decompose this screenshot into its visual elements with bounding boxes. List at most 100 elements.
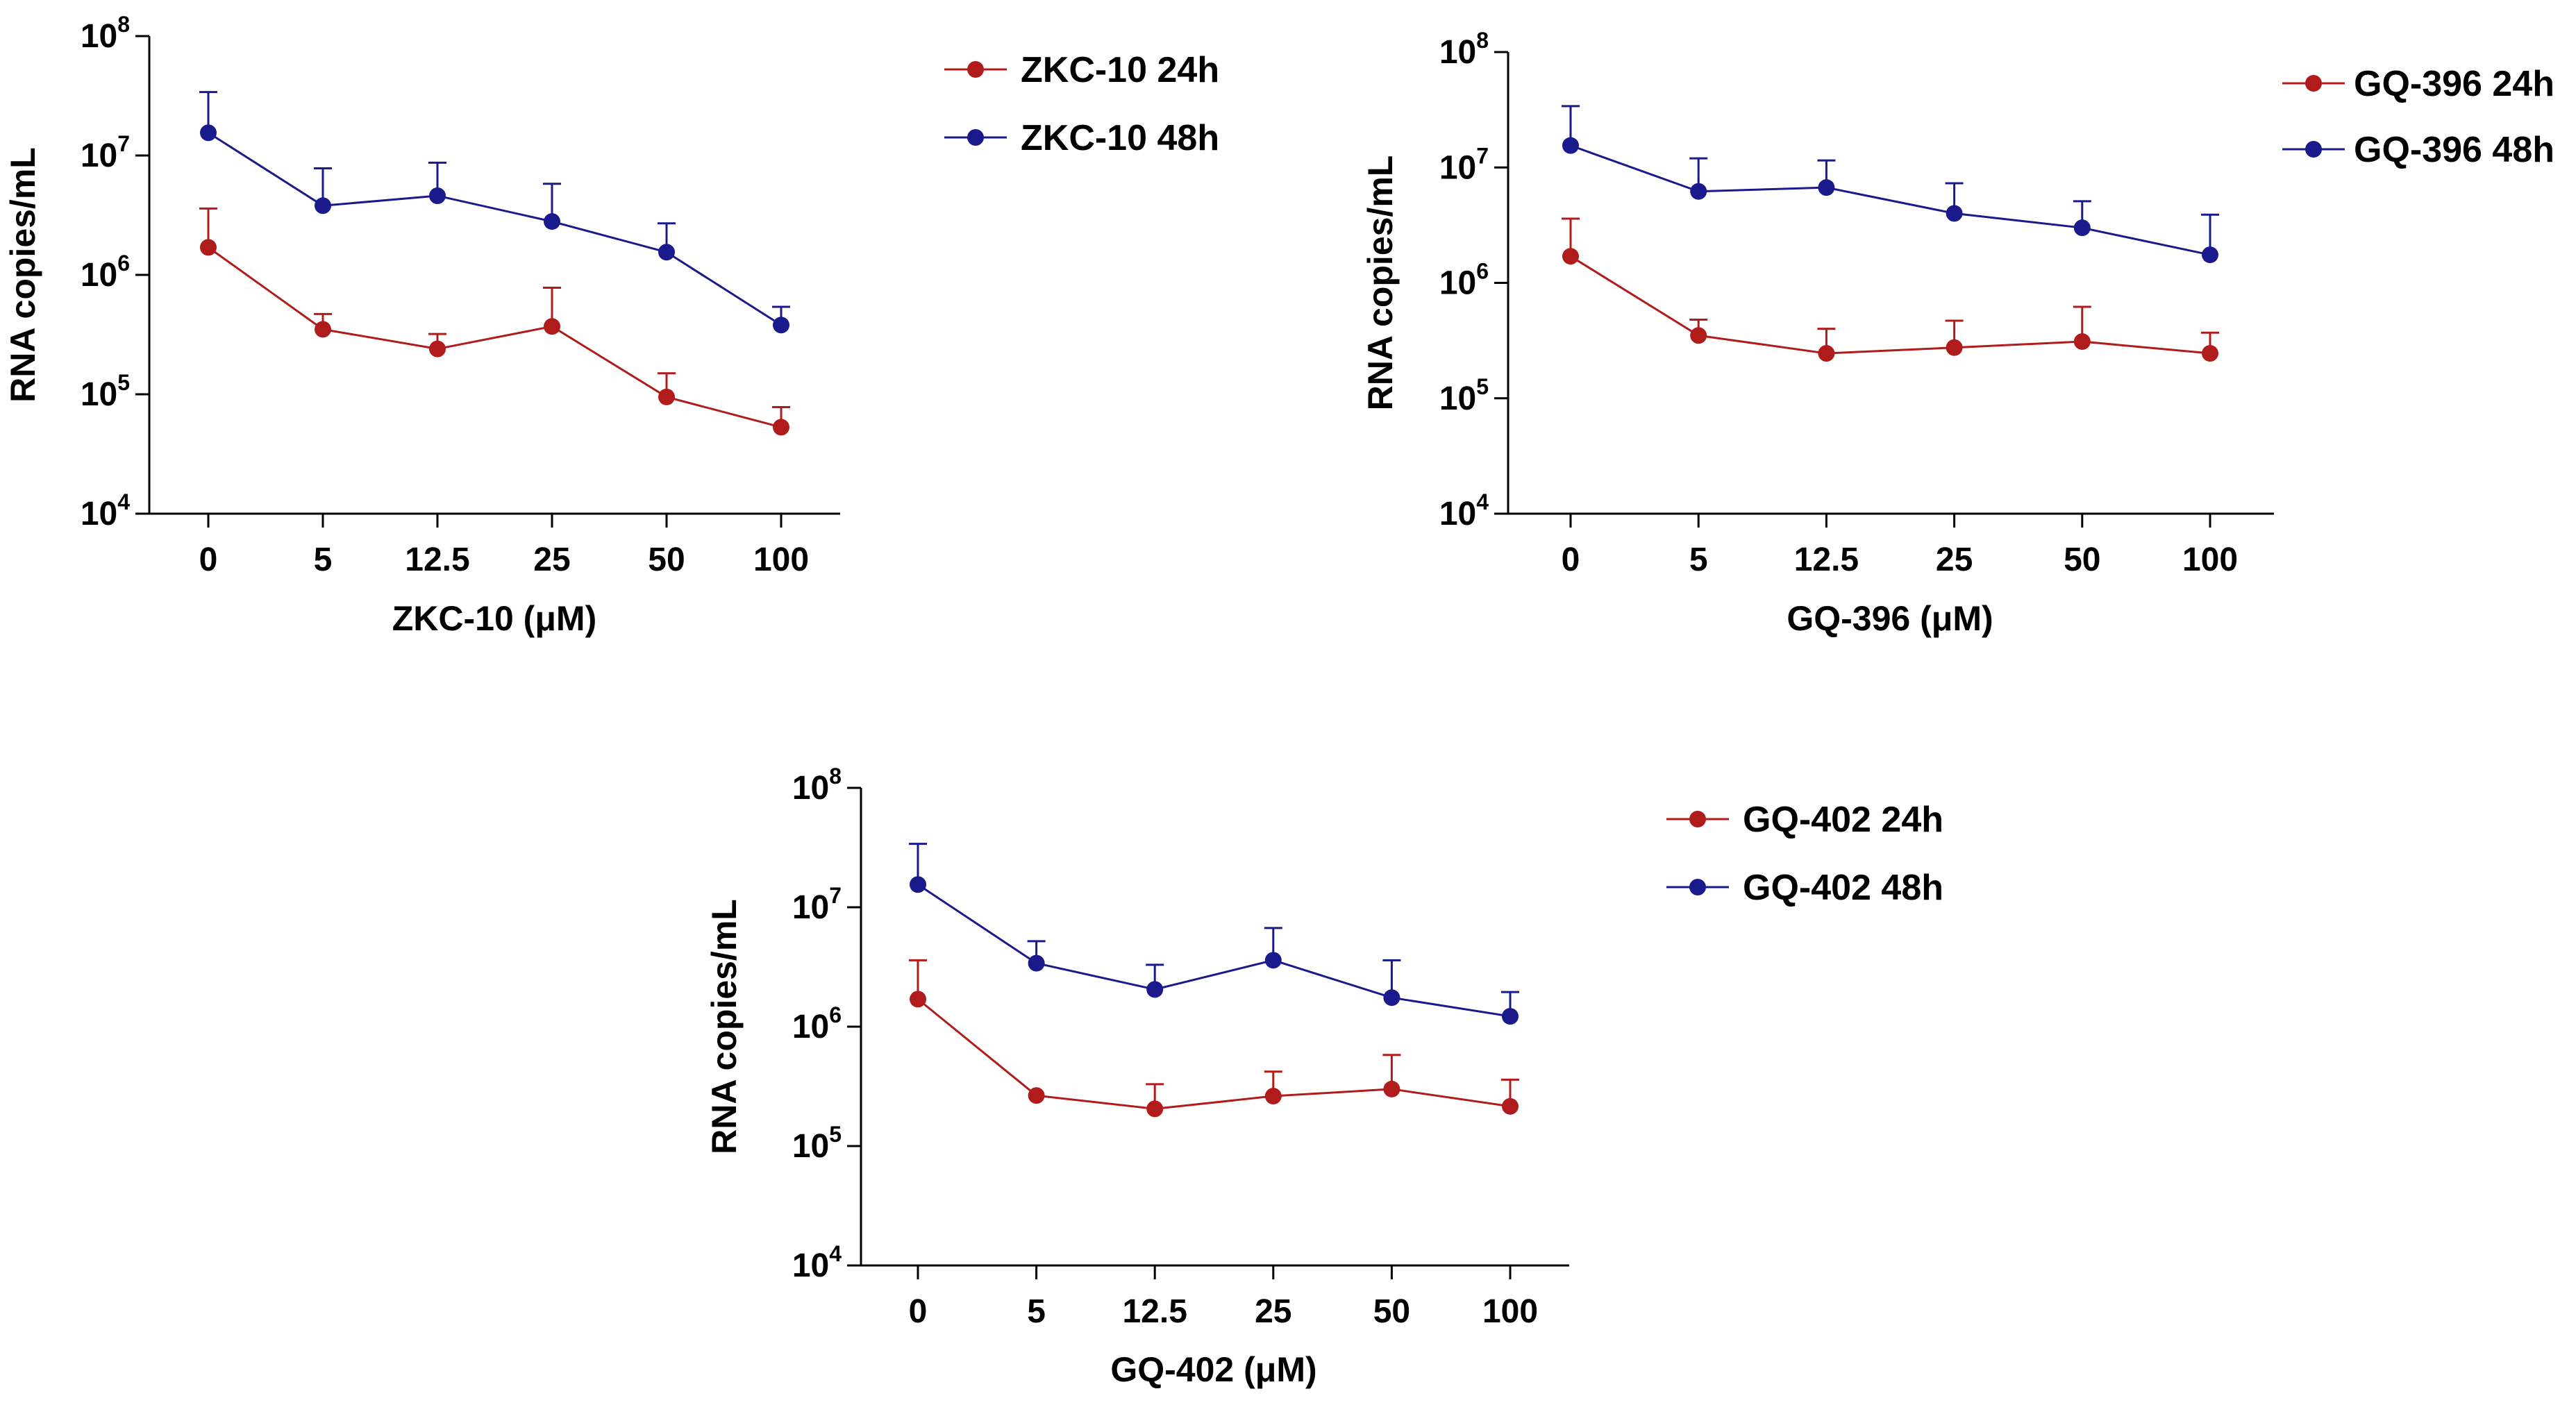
data-point	[315, 321, 331, 338]
data-point	[200, 239, 217, 256]
chart-panel-1: 104 105 106 107 108 0 5 12.5 25 50 100 ZKC-10 (μM) R…	[3, 12, 1219, 638]
data-point	[2202, 246, 2218, 264]
series-line	[1570, 144, 2211, 256]
y-tick-label: 107	[792, 883, 842, 926]
x-tick-label: 0	[909, 1293, 928, 1330]
y-tick-label: 108	[81, 12, 130, 55]
data-point	[1264, 952, 1282, 969]
x-tick-label: 50	[2064, 541, 2100, 578]
data-point	[429, 187, 446, 205]
x-tick-label: 100	[1482, 1293, 1538, 1330]
data-point	[1502, 1097, 1519, 1115]
legend-marker	[1689, 811, 1706, 827]
y-tick-label: 107	[1439, 143, 1489, 186]
series-1	[199, 207, 790, 436]
y-tick-label: 104	[792, 1241, 842, 1284]
legend-entry: GQ-396 24h	[2282, 64, 2554, 104]
series-line	[208, 246, 782, 428]
legend-entry: GQ-402 24h	[1666, 800, 1943, 840]
chart-panel-2: 104 105 106 107 108 0 5 12.5 25 50 100 GQ-396 (μM) R…	[1361, 28, 2554, 638]
x-tick-label: 50	[648, 541, 685, 578]
data-point	[910, 876, 926, 893]
data-point	[429, 340, 446, 357]
series-2	[909, 843, 1519, 1025]
y-axis-title: RNA copies/mL	[705, 899, 744, 1154]
legend-entry: ZKC-10 48h	[944, 118, 1219, 158]
data-point	[1264, 1088, 1282, 1105]
data-point	[200, 124, 217, 142]
x-tick-label: 12.5	[405, 541, 469, 578]
x-tick-label: 0	[1562, 541, 1580, 578]
y-tick-label: 105	[81, 370, 130, 413]
x-tick-label: 50	[1373, 1293, 1410, 1330]
y-axis-title: RNA copies/mL	[3, 147, 42, 403]
x-tick-label: 5	[1689, 541, 1708, 578]
series-line	[208, 131, 782, 326]
y-tick-label: 108	[1439, 28, 1489, 71]
y-tick-label: 104	[1439, 489, 1489, 532]
y-tick-label: 105	[792, 1122, 842, 1165]
x-tick-label: 25	[1936, 541, 1973, 578]
data-point	[1818, 179, 1835, 196]
legend-label: GQ-396 48h	[2354, 130, 2554, 170]
data-point	[2073, 219, 2091, 237]
x-tick-label: 0	[199, 541, 218, 578]
x-tick-label: 100	[2182, 541, 2238, 578]
data-point	[1818, 345, 1835, 362]
legend-marker	[967, 61, 984, 78]
y-tick-label: 106	[792, 1002, 842, 1045]
series-2	[199, 91, 790, 334]
legend-label: GQ-396 24h	[2354, 64, 2554, 104]
data-point	[2202, 345, 2218, 362]
legend-entry: GQ-402 48h	[1666, 868, 1943, 908]
x-tick-label: 25	[1255, 1293, 1291, 1330]
legend-marker	[2305, 75, 2322, 92]
data-point	[544, 318, 560, 335]
data-point	[658, 244, 675, 261]
series-1	[1562, 217, 2219, 362]
series-2	[1562, 105, 2219, 264]
y-tick-label: 104	[81, 489, 130, 532]
data-point	[1690, 327, 1707, 344]
legend-marker	[967, 129, 984, 146]
series-line	[1570, 255, 2211, 355]
legend-entry: ZKC-10 24h	[944, 50, 1219, 90]
y-tick-label: 108	[792, 764, 842, 807]
legend-marker	[2305, 141, 2322, 158]
data-point	[658, 388, 675, 405]
series-line	[917, 998, 1511, 1110]
data-point	[1946, 339, 1963, 356]
data-point	[910, 991, 926, 1008]
data-point	[315, 197, 331, 214]
y-axis-title: RNA copies/mL	[1361, 155, 1400, 411]
y-tick-label: 106	[1439, 259, 1489, 302]
data-point	[1028, 954, 1045, 972]
x-tick-label: 25	[533, 541, 570, 578]
y-tick-label: 105	[1439, 374, 1489, 417]
data-point	[1562, 248, 1579, 265]
legend-label: ZKC-10 24h	[1021, 50, 1219, 90]
data-point	[1562, 137, 1579, 154]
data-point	[773, 317, 789, 334]
series-1	[909, 959, 1519, 1118]
data-point	[1028, 1087, 1045, 1104]
x-tick-label: 5	[1027, 1293, 1046, 1330]
x-axis-title: GQ-402 (μM)	[1110, 1350, 1316, 1389]
x-tick-label: 100	[753, 541, 809, 578]
legend-marker	[1689, 879, 1706, 895]
x-axis-title: ZKC-10 (μM)	[392, 599, 596, 638]
y-tick-label: 106	[81, 251, 130, 294]
data-point	[773, 419, 789, 436]
x-tick-label: 12.5	[1122, 1293, 1187, 1330]
x-tick-label: 5	[314, 541, 333, 578]
data-point	[1146, 1100, 1164, 1118]
data-point	[1946, 205, 1963, 222]
legend-entry: GQ-396 48h	[2282, 130, 2554, 170]
data-point	[1502, 1008, 1519, 1025]
series-line	[917, 884, 1511, 1018]
data-point	[2073, 333, 2091, 351]
y-tick-label: 107	[81, 131, 130, 174]
chart-panel-3: 104 105 106 107 108 0 5 12.5 25 50 100 GQ-402 (μM) R…	[705, 764, 1943, 1389]
data-point	[544, 213, 560, 230]
